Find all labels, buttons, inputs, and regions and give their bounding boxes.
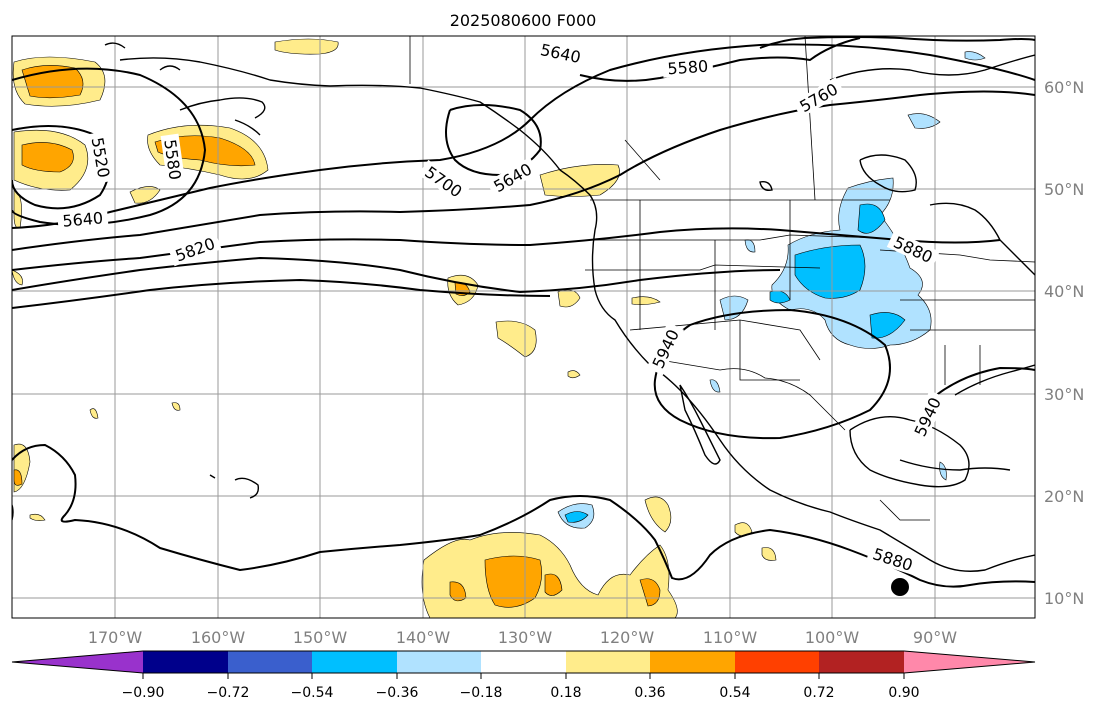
colorbar-segment	[143, 651, 228, 673]
map-frame	[11, 35, 1036, 619]
lon-label: 100°W	[805, 628, 860, 647]
political-borders	[409, 36, 1035, 521]
colorbar-segment	[735, 651, 819, 673]
colorbar-tick-label: 0.36	[634, 685, 665, 701]
colorbar-segment	[312, 651, 397, 673]
contour-label: 5640	[62, 208, 104, 230]
colorbar-extend-low	[12, 651, 143, 673]
lat-label: 20°N	[1044, 487, 1084, 506]
colorbar-tick-label: −0.90	[122, 685, 165, 701]
lon-label: 170°W	[88, 628, 143, 647]
longitude-labels: 170°W 160°W 150°W 140°W 130°W 120°W 110°…	[88, 628, 957, 647]
lat-label: 30°N	[1044, 385, 1084, 404]
map-title: 2025080600 F000	[450, 11, 597, 30]
colorbar: −0.90 −0.72 −0.54 −0.36 −0.18 0.18 0.36 …	[11, 650, 1036, 701]
lon-label: 150°W	[293, 628, 348, 647]
colorbar-tick-label: −0.36	[376, 685, 419, 701]
colorbar-segment	[819, 651, 904, 673]
colorbar-ticks	[142, 673, 905, 679]
lat-label: 40°N	[1044, 282, 1084, 301]
positive-shading	[12, 38, 777, 618]
graticule	[12, 36, 1035, 618]
lon-label: 90°W	[913, 628, 957, 647]
lat-label: 10°N	[1044, 589, 1084, 608]
location-marker-dot	[891, 578, 909, 596]
colorbar-tick-label: 0.18	[550, 685, 581, 701]
coastlines	[12, 42, 1035, 572]
colorbar-tick-label: −0.54	[291, 685, 334, 701]
latitude-labels: 60°N 50°N 40°N 30°N 20°N 10°N	[1044, 78, 1084, 608]
colorbar-tick-label: −0.72	[207, 685, 250, 701]
map-panel	[11, 35, 1036, 619]
colorbar-segment	[481, 651, 566, 673]
colorbar-tick-label: 0.54	[719, 685, 750, 701]
lon-label: 110°W	[703, 628, 758, 647]
lon-label: 130°W	[498, 628, 553, 647]
colorbar-tick-label: −0.18	[460, 685, 503, 701]
colorbar-segment	[397, 651, 481, 673]
lat-label: 60°N	[1044, 78, 1084, 97]
lat-label: 50°N	[1044, 180, 1084, 199]
negative-shading	[557, 51, 986, 529]
contour-label: 5580	[667, 57, 709, 79]
colorbar-segment	[650, 651, 735, 673]
colorbar-tick-label: 0.90	[888, 685, 919, 701]
colorbar-extend-high	[904, 651, 1035, 673]
lon-label: 140°W	[396, 628, 451, 647]
lon-label: 160°W	[191, 628, 246, 647]
colorbar-tick-label: 0.72	[803, 685, 834, 701]
colorbar-segment	[566, 651, 650, 673]
lon-label: 120°W	[600, 628, 655, 647]
colorbar-segment	[228, 651, 312, 673]
